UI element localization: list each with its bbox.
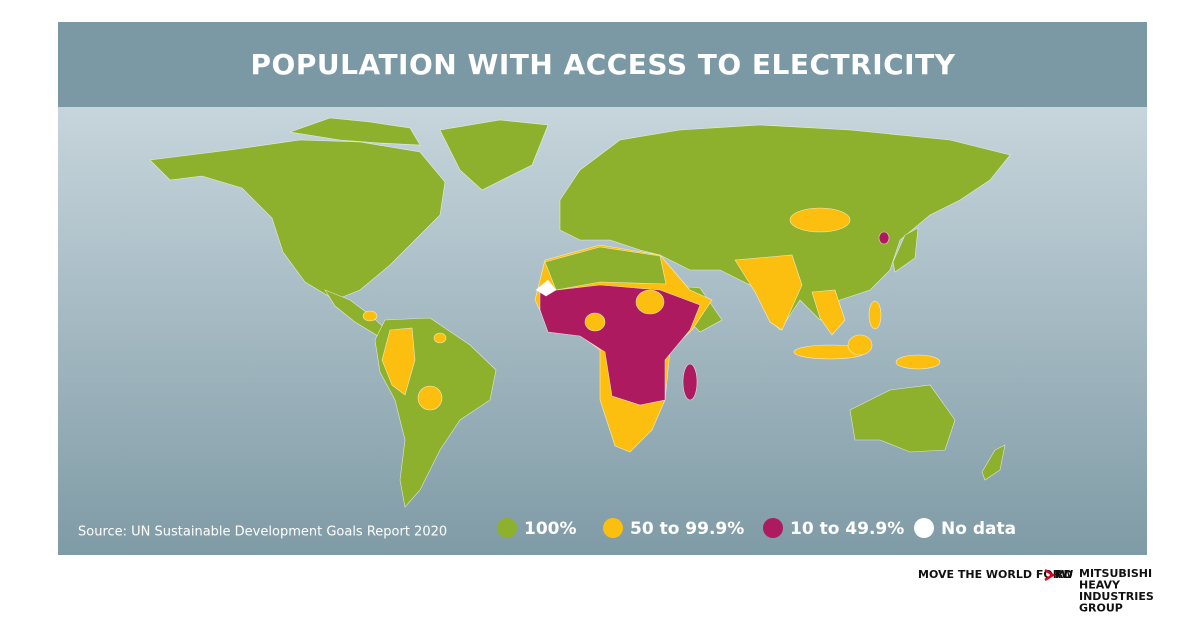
- west-africa-partial: [584, 312, 606, 332]
- logo-line: HEAVY: [1079, 579, 1121, 592]
- new-zealand: [981, 444, 1006, 481]
- source: Source: UN Sustainable Development Goals…: [78, 525, 447, 540]
- greenland: [439, 119, 549, 191]
- legend-swatch: [763, 518, 783, 538]
- borneo: [847, 334, 873, 356]
- legend-label: 100%: [524, 519, 577, 539]
- legend-label: 10 to 49.9%: [790, 519, 904, 539]
- philippines: [868, 300, 882, 330]
- south-asia: [734, 254, 803, 331]
- north-america: [149, 139, 446, 301]
- western-sahara: [535, 279, 557, 297]
- legend-swatch: [603, 518, 623, 538]
- logo-line: GROUP: [1079, 602, 1123, 615]
- australia: [849, 384, 956, 453]
- arctic-islands: [289, 117, 421, 146]
- tagline-start: MOVE THE WORLD FORW: [918, 568, 1073, 581]
- tagline-end: RD: [1055, 568, 1073, 581]
- title: POPULATION WITH ACCESS TO ELECTRICITY: [251, 48, 956, 81]
- world-map: [149, 117, 1011, 508]
- legend-swatch: [914, 518, 934, 538]
- north-korea: [878, 231, 890, 245]
- eurasia: [559, 124, 1011, 331]
- new-guinea: [895, 354, 941, 370]
- bolivia: [417, 385, 443, 411]
- legend: 100% 50 to 99.9% 10 to 49.9% No data: [497, 518, 1016, 539]
- tagline-arrow: [1044, 568, 1056, 582]
- legend-label: 50 to 99.9%: [630, 519, 744, 539]
- japan: [892, 227, 919, 273]
- mongolia: [789, 207, 851, 233]
- central-america-partial: [362, 310, 378, 322]
- logo-line: INDUSTRIES: [1079, 590, 1154, 603]
- madagascar: [682, 363, 698, 401]
- andes-partial: [381, 327, 416, 396]
- sudan: [635, 289, 665, 315]
- legend-label: No data: [941, 519, 1016, 539]
- legend-swatch: [497, 518, 517, 538]
- title-banner: [58, 22, 1147, 107]
- southeast-asia: [811, 289, 846, 336]
- central-africa: [539, 284, 701, 406]
- logo-line: MITSUBISHI: [1079, 567, 1152, 580]
- guyana: [433, 332, 447, 344]
